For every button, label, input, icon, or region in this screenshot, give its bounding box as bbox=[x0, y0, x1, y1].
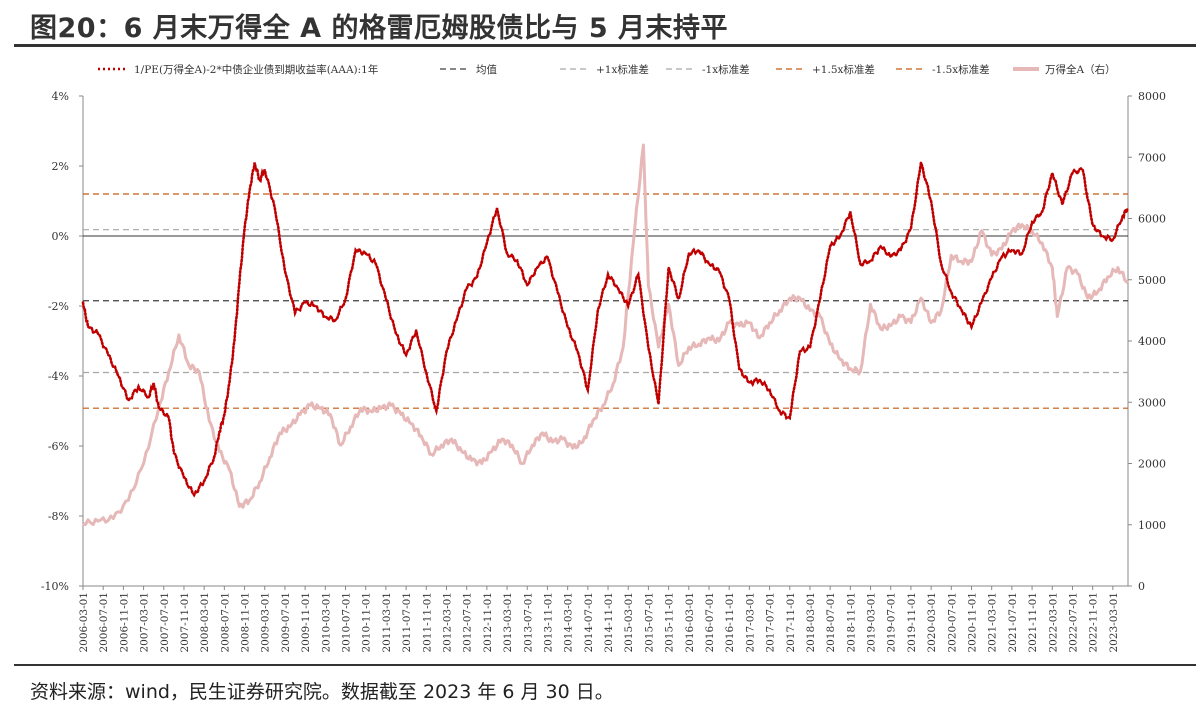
x-tick-label: 2015-11-01 bbox=[664, 592, 676, 653]
x-tick-label: 2018-07-01 bbox=[825, 592, 837, 653]
x-tick-label: 2006-03-01 bbox=[78, 592, 90, 653]
x-tick-label: 2018-11-01 bbox=[845, 592, 857, 653]
x-tick-label: 2018-03-01 bbox=[805, 592, 817, 653]
x-tick-label: 2022-07-01 bbox=[1067, 592, 1079, 653]
y-right-tick-label: 8000 bbox=[1138, 90, 1166, 103]
y-right-tick-label: 0 bbox=[1138, 580, 1145, 593]
x-tick-label: 2015-03-01 bbox=[623, 592, 635, 653]
y-right-tick-label: 1000 bbox=[1138, 519, 1166, 532]
x-tick-label: 2010-11-01 bbox=[361, 592, 373, 653]
x-tick-label: 2020-03-01 bbox=[926, 592, 938, 653]
series-index-line bbox=[82, 143, 1129, 527]
y-right-tick-label: 6000 bbox=[1138, 213, 1166, 226]
y-right-tick-label: 2000 bbox=[1138, 458, 1166, 471]
page-title: 图20：6 月末万得全 A 的格雷厄姆股债比与 5 月末持平 bbox=[30, 13, 729, 44]
x-tick-label: 2012-11-01 bbox=[482, 592, 494, 653]
x-tick-label: 2020-11-01 bbox=[967, 592, 979, 653]
x-tick-label: 2008-07-01 bbox=[219, 592, 231, 653]
x-tick-label: 2006-11-01 bbox=[118, 592, 130, 653]
legend-label-index: 万得全A（右） bbox=[1045, 63, 1116, 76]
y-left-tick-label: -2% bbox=[48, 300, 69, 313]
legend-label-plus15: +1.5x标准差 bbox=[812, 63, 875, 76]
x-tick-label: 2010-07-01 bbox=[341, 592, 353, 653]
series-ratio-line bbox=[81, 162, 1130, 498]
x-tick-label: 2021-07-01 bbox=[1007, 592, 1019, 653]
x-tick-label: 2009-07-01 bbox=[280, 592, 292, 653]
x-tick-label: 2019-07-01 bbox=[886, 592, 898, 653]
y-left-tick-label: -6% bbox=[48, 440, 69, 453]
x-tick-label: 2022-11-01 bbox=[1088, 592, 1100, 653]
x-tick-label: 2016-07-01 bbox=[704, 592, 716, 653]
y-left-tick-label: -8% bbox=[48, 510, 69, 523]
x-tick-label: 2013-03-01 bbox=[502, 592, 514, 653]
y-right-tick-label: 3000 bbox=[1138, 396, 1166, 409]
y-right-tick-label: 7000 bbox=[1138, 151, 1166, 164]
x-tick-label: 2006-07-01 bbox=[98, 592, 110, 653]
footer-rule bbox=[14, 664, 1196, 666]
x-tick-label: 2015-07-01 bbox=[643, 592, 655, 653]
x-tick-label: 2007-11-01 bbox=[179, 592, 191, 653]
x-tick-label: 2019-03-01 bbox=[866, 592, 878, 653]
title-underline bbox=[14, 44, 1196, 47]
x-tick-label: 2016-11-01 bbox=[724, 592, 736, 653]
legend-label-ratio: 1/PE(万得全A)-2*中债企业债到期收益率(AAA):1年 bbox=[134, 63, 378, 76]
x-tick-label: 2014-11-01 bbox=[603, 592, 615, 653]
x-tick-label: 2020-07-01 bbox=[946, 592, 958, 653]
x-tick-label: 2023-03-01 bbox=[1108, 592, 1120, 653]
reference-lines bbox=[83, 193, 1128, 409]
x-tick-label: 2008-03-01 bbox=[199, 592, 211, 653]
x-tick-label: 2013-11-01 bbox=[542, 592, 554, 653]
y-left-tick-label: -4% bbox=[48, 370, 69, 383]
x-tick-label: 2012-07-01 bbox=[462, 592, 474, 653]
x-tick-label: 2021-11-01 bbox=[1027, 592, 1039, 653]
y-left-tick-label: 0% bbox=[52, 230, 69, 243]
x-tick-label: 2017-03-01 bbox=[744, 592, 756, 653]
x-tick-label: 2019-11-01 bbox=[906, 592, 918, 653]
x-tick-label: 2014-07-01 bbox=[583, 592, 595, 653]
x-tick-label: 2021-03-01 bbox=[987, 592, 999, 653]
x-tick-label: 2022-03-01 bbox=[1047, 592, 1059, 653]
x-axis-tick-labels: 2006-03-01 2006-07-01 2006-11-01 2007-03-01… bbox=[78, 586, 1120, 653]
x-tick-label: 2007-03-01 bbox=[139, 592, 151, 653]
legend-label-minus15: -1.5x标准差 bbox=[932, 63, 990, 76]
x-tick-label: 2010-03-01 bbox=[320, 592, 332, 653]
y-right-tick-label: 4000 bbox=[1138, 335, 1166, 348]
x-tick-label: 2011-03-01 bbox=[381, 592, 393, 653]
x-tick-label: 2008-11-01 bbox=[240, 592, 252, 653]
x-tick-label: 2011-11-01 bbox=[421, 592, 433, 653]
legend-label-mean: 均值 bbox=[476, 63, 497, 76]
chart-legend: 1/PE(万得全A)-2*中债企业债到期收益率(AAA):1年 均值 +1x标准差 -… bbox=[98, 63, 1116, 76]
y-left-tick-label: 4% bbox=[52, 90, 69, 103]
y-left-tick-label: 2% bbox=[52, 160, 69, 173]
x-tick-label: 2016-03-01 bbox=[684, 592, 696, 653]
x-tick-label: 2013-07-01 bbox=[522, 592, 534, 653]
source-note: 资料来源：wind，民生证券研究院。数据截至 2023 年 6 月 30 日。 bbox=[30, 681, 614, 703]
x-tick-label: 2014-03-01 bbox=[563, 592, 575, 653]
y-left-tick-label: -10% bbox=[41, 580, 69, 593]
legend-label-minus1: -1x标准差 bbox=[702, 63, 750, 76]
x-tick-label: 2009-11-01 bbox=[300, 592, 312, 653]
legend-label-plus1: +1x标准差 bbox=[596, 63, 649, 76]
x-tick-label: 2011-07-01 bbox=[401, 592, 413, 653]
x-tick-label: 2012-03-01 bbox=[441, 592, 453, 653]
x-tick-label: 2017-11-01 bbox=[785, 592, 797, 653]
y-right-tick-label: 5000 bbox=[1138, 274, 1166, 287]
chart-axes: 4% 2% 0% -2% -4% -6% -8% -10% 8000 7000 6000 5000 40… bbox=[41, 90, 1166, 593]
x-tick-label: 2009-03-01 bbox=[260, 592, 272, 653]
series-index bbox=[82, 143, 1129, 527]
x-tick-label: 2017-07-01 bbox=[765, 592, 777, 653]
chart: 1/PE(万得全A)-2*中债企业债到期收益率(AAA):1年 均值 +1x标准差 -… bbox=[41, 63, 1166, 653]
x-tick-label: 2007-07-01 bbox=[159, 592, 171, 653]
series-ratio bbox=[81, 162, 1130, 498]
